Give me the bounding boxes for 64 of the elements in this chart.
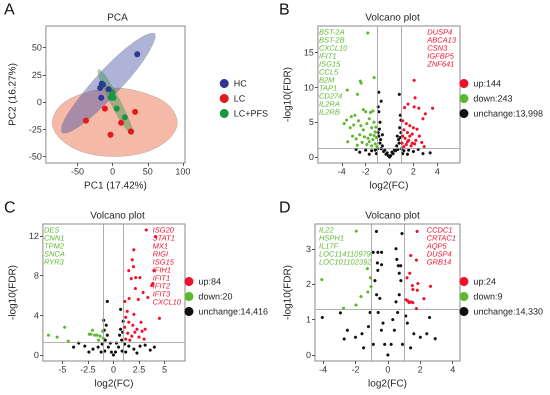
chart-title: Volcano plot <box>365 12 420 24</box>
x-tick-label: 50 <box>142 166 153 176</box>
text: D <box>279 200 291 216</box>
legend-label: unchange:13,998 <box>473 108 544 118</box>
x-tick-label: -5 <box>58 364 66 374</box>
y-tick-label: 0 <box>306 350 311 360</box>
x-axis-title: log2(FC) <box>368 378 407 390</box>
x-tick-label: -50 <box>71 166 84 176</box>
legend-label: down:9 <box>473 292 502 302</box>
x-tick-label: 0 <box>110 364 116 374</box>
y-tick-label: -50 <box>28 151 42 162</box>
x-tick-label: 100 <box>175 166 190 176</box>
legend-label: down:20 <box>198 292 232 302</box>
y-tick-label: 4 <box>34 310 39 320</box>
x-tick-label: -2 <box>351 364 360 374</box>
chart-title: Volcano plot <box>365 210 420 222</box>
y-tick-label: 0 <box>34 350 39 360</box>
y-axis-title: -log10(FDR) <box>8 264 18 320</box>
text: C <box>4 200 16 216</box>
legend-label: up:84 <box>198 276 221 286</box>
x-tick-label: 0 <box>387 166 392 176</box>
x-axis-title: log2(FC) <box>94 378 134 390</box>
text: B <box>279 2 290 18</box>
y-tick-label: 0 <box>308 152 314 162</box>
legend-label: up:144 <box>473 78 501 88</box>
legend-label: LC+PFS <box>234 108 268 118</box>
y-tick-label: 1 <box>306 314 311 325</box>
x-tick-label: 2 <box>410 166 416 176</box>
y-tick-label: 0 <box>36 97 42 108</box>
x-tick-label: -4 <box>319 364 328 374</box>
x-tick-label: -2 <box>362 166 370 176</box>
y-axis-title: -log10(FDR) <box>282 264 294 320</box>
x-axis-title: PC1 (17.42%) <box>84 180 147 192</box>
x-tick-label: -2.5 <box>80 364 96 374</box>
y-tick-label: 12 <box>28 230 39 241</box>
legend-label: unchange:14,416 <box>198 306 268 316</box>
text: A <box>4 2 15 18</box>
y-tick-label: 8 <box>34 270 39 281</box>
y-tick-label: -25 <box>28 124 42 134</box>
y-tick-label: 15 <box>304 47 314 58</box>
chart-title: Volcano plot <box>90 210 145 222</box>
x-tick-label: -4 <box>338 166 346 176</box>
x-tick-label: 0 <box>385 364 390 374</box>
y-tick-label: 25 <box>32 70 42 80</box>
y-axis-title: PC2 (16.27%) <box>8 63 18 126</box>
legend-label: HC <box>234 78 248 88</box>
x-tick-label: 2.5 <box>132 364 146 374</box>
x-tick-label: 5 <box>162 364 168 374</box>
x-tick-label: 4 <box>434 166 440 176</box>
y-axis-title: -log10(FDR) <box>282 66 294 122</box>
y-tick-label: 50 <box>32 42 42 53</box>
legend-label: down:243 <box>473 94 512 104</box>
x-tick-label: 0 <box>110 166 116 176</box>
y-tick-label: 10 <box>304 82 314 92</box>
legend-label: up:24 <box>473 276 496 286</box>
y-tick-label: 5 <box>308 117 314 128</box>
x-tick-label: 4 <box>450 364 456 374</box>
y-tick-label: 3 <box>306 244 311 254</box>
legend-label: LC <box>234 94 246 104</box>
y-tick-label: 2 <box>306 279 311 290</box>
x-axis-title: log2(FC) <box>370 180 408 192</box>
chart-title: PCA <box>107 12 128 24</box>
legend-label: unchange:14,330 <box>473 306 544 316</box>
x-tick-label: 2 <box>418 364 423 374</box>
